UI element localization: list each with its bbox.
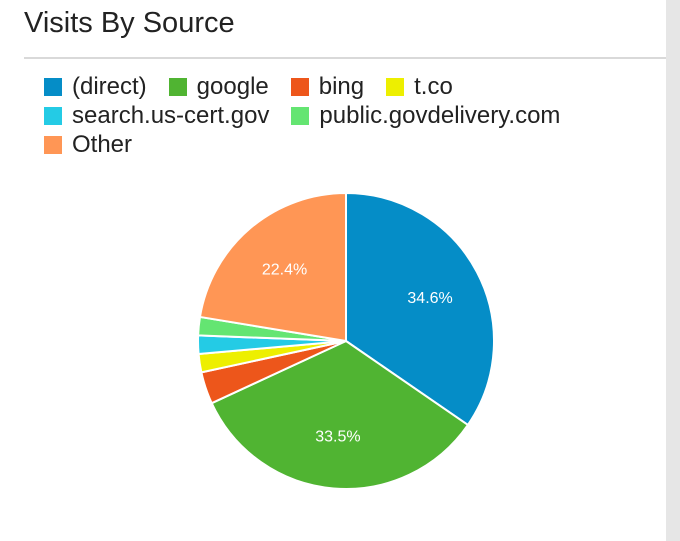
legend-swatch bbox=[291, 106, 310, 125]
legend-swatch bbox=[44, 77, 62, 96]
legend-row: Other bbox=[44, 130, 654, 159]
legend-swatch bbox=[168, 77, 187, 96]
legend-label: search.us-cert.gov bbox=[72, 101, 270, 129]
legend-item-t-co[interactable]: t.co bbox=[386, 73, 453, 101]
pie-slice-google[interactable] bbox=[210, 340, 469, 490]
legend-row: search.us-cert.gov public.govdelivery.com bbox=[44, 101, 654, 130]
legend-label: (direct) bbox=[72, 72, 147, 100]
legend-label: t.co bbox=[414, 72, 453, 100]
slice-label-direct: 34.6% bbox=[407, 290, 452, 307]
slice-label-other: 22.4% bbox=[262, 262, 307, 279]
title-divider bbox=[24, 57, 666, 59]
legend-item-other[interactable]: Other bbox=[44, 131, 132, 159]
chart-card: Visits By Source (direct) google bing t.co s… bbox=[0, 0, 666, 541]
legend-item-bing[interactable]: bing bbox=[290, 72, 365, 101]
legend-label: public.govdelivery.com bbox=[319, 101, 561, 129]
legend-label: Other bbox=[72, 130, 133, 158]
panel-edge bbox=[666, 0, 680, 541]
legend-label: google bbox=[196, 72, 269, 100]
pie-slice-other[interactable] bbox=[198, 192, 347, 342]
legend-swatch bbox=[386, 77, 405, 96]
legend-swatch bbox=[44, 135, 62, 154]
legend-swatch bbox=[290, 77, 309, 96]
slice-label-google: 33.5% bbox=[315, 429, 360, 446]
chart-title: Visits By Source bbox=[24, 7, 235, 39]
legend-swatch bbox=[44, 106, 62, 125]
legend-label: bing bbox=[318, 72, 365, 100]
legend: (direct) google bing t.co search.us-cert.gov… bbox=[44, 72, 654, 159]
pie-slice-direct[interactable] bbox=[345, 192, 495, 426]
legend-item-search-us-cert-gov[interactable]: search.us-cert.gov bbox=[44, 102, 269, 130]
legend-item-public-govdelivery-com[interactable]: public.govdelivery.com bbox=[291, 102, 560, 130]
legend-row: (direct) google bing t.co bbox=[44, 72, 654, 101]
legend-item-direct[interactable]: (direct) bbox=[44, 73, 147, 101]
pie-chart: 34.6% 33.5% 22.4% bbox=[197, 192, 495, 490]
legend-item-google[interactable]: google bbox=[168, 72, 269, 101]
